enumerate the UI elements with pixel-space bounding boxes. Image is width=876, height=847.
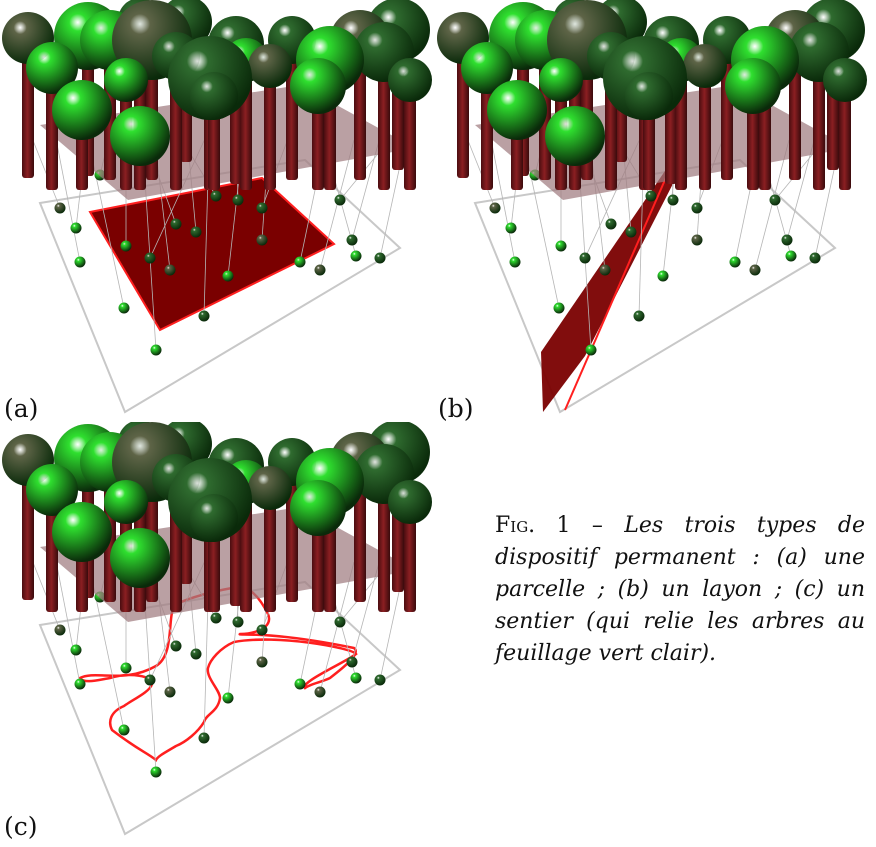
ground-tree-marker: [579, 252, 591, 264]
panel-label-b: (b): [438, 394, 474, 423]
figure-panel-c: [0, 422, 440, 837]
tree-canopy: [190, 72, 238, 120]
tree-canopy: [725, 58, 781, 114]
ground-tree-marker: [190, 648, 202, 660]
ground-tree-marker: [256, 656, 268, 668]
ground-tree-marker: [625, 226, 637, 238]
ground-tree-marker: [164, 264, 176, 276]
ground-tree-marker: [314, 264, 326, 276]
ground-tree-marker: [729, 256, 741, 268]
tree-canopy: [487, 80, 547, 140]
panel-label-c: (c): [4, 812, 38, 841]
ground-tree-marker: [54, 624, 66, 636]
ground-tree-marker: [232, 616, 244, 628]
ground-tree-marker: [74, 256, 86, 268]
tree-canopy: [461, 42, 513, 94]
ground-tree-marker: [691, 234, 703, 246]
ground-tree-marker: [198, 732, 210, 744]
ground-tree-marker: [633, 310, 645, 322]
ground-tree-marker: [585, 344, 597, 356]
ground-tree-marker: [256, 234, 268, 246]
ground-tree-marker: [553, 302, 565, 314]
ground-tree-marker: [54, 202, 66, 214]
ground-tree-marker: [374, 252, 386, 264]
ground-tree-marker: [785, 250, 797, 262]
ground-tree-marker: [150, 344, 162, 356]
ground-tree-marker: [346, 656, 358, 668]
ground-tree-marker: [294, 678, 306, 690]
tree-canopy: [104, 480, 148, 524]
ground-tree-marker: [74, 678, 86, 690]
ground-tree-marker: [809, 252, 821, 264]
ground-tree-marker: [70, 222, 82, 234]
ground-tree-marker: [505, 222, 517, 234]
ground-tree-marker: [346, 234, 358, 246]
ground-tree-marker: [222, 270, 234, 282]
panel-label-a: (a): [4, 394, 39, 423]
ground-tree-marker: [489, 202, 501, 214]
ground-tree-marker: [198, 310, 210, 322]
ground-tree-marker: [120, 240, 132, 252]
ground-tree-marker: [781, 234, 793, 246]
ground-tree-marker: [749, 264, 761, 276]
figure-panel-b: [435, 0, 875, 415]
ground-tree-marker: [691, 202, 703, 214]
ground-tree-marker: [645, 190, 657, 202]
ground-tree-marker: [334, 194, 346, 206]
ground-tree-marker: [222, 692, 234, 704]
caption-fig-label: Fig. 1 –: [495, 513, 603, 538]
ground-tree-marker: [605, 218, 617, 230]
tree-canopy: [26, 42, 78, 94]
tree-canopy: [52, 502, 112, 562]
ground-tree-marker: [170, 640, 182, 652]
ground-tree-marker: [555, 240, 567, 252]
ground-tree-marker: [232, 194, 244, 206]
ground-tree-marker: [350, 250, 362, 262]
ground-tree-marker: [120, 662, 132, 674]
tree-canopy: [539, 58, 583, 102]
tree-canopy: [823, 58, 867, 102]
tree-canopy: [625, 72, 673, 120]
ground-tree-marker: [170, 218, 182, 230]
ground-tree-marker: [256, 202, 268, 214]
figure-caption: Fig. 1 – Les trois types de dispositif p…: [495, 510, 865, 670]
tree-canopy: [388, 58, 432, 102]
tree-canopy: [248, 466, 292, 510]
caption-text: Les trois types de dispositif permanent …: [495, 513, 865, 666]
tree-canopy: [388, 480, 432, 524]
tree-canopy: [290, 480, 346, 536]
ground-tree-marker: [70, 644, 82, 656]
ground-tree-marker: [599, 264, 611, 276]
tree-canopy: [52, 80, 112, 140]
tree-canopy: [190, 494, 238, 542]
ground-tree-marker: [334, 616, 346, 628]
ground-tree-marker: [374, 674, 386, 686]
ground-tree-marker: [144, 252, 156, 264]
tree-canopy: [545, 106, 605, 166]
ground-tree-marker: [509, 256, 521, 268]
ground-tree-marker: [118, 724, 130, 736]
tree-canopy: [110, 528, 170, 588]
ground-tree-marker: [314, 686, 326, 698]
tree-canopy: [290, 58, 346, 114]
ground-tree-marker: [190, 226, 202, 238]
tree-canopy: [683, 44, 727, 88]
figure-panel-a: [0, 0, 440, 415]
tree-canopy: [26, 464, 78, 516]
ground-tree-marker: [657, 270, 669, 282]
ground-tree-marker: [118, 302, 130, 314]
ground-tree-marker: [350, 672, 362, 684]
ground-tree-marker: [769, 194, 781, 206]
tree-canopy: [104, 58, 148, 102]
tree-canopy: [248, 44, 292, 88]
tree-canopy: [110, 106, 170, 166]
ground-tree-marker: [294, 256, 306, 268]
ground-tree-marker: [210, 612, 222, 624]
ground-tree-marker: [144, 674, 156, 686]
ground-tree-marker: [210, 190, 222, 202]
ground-tree-marker: [667, 194, 679, 206]
ground-tree-marker: [164, 686, 176, 698]
ground-tree-marker: [150, 766, 162, 778]
ground-tree-marker: [256, 624, 268, 636]
